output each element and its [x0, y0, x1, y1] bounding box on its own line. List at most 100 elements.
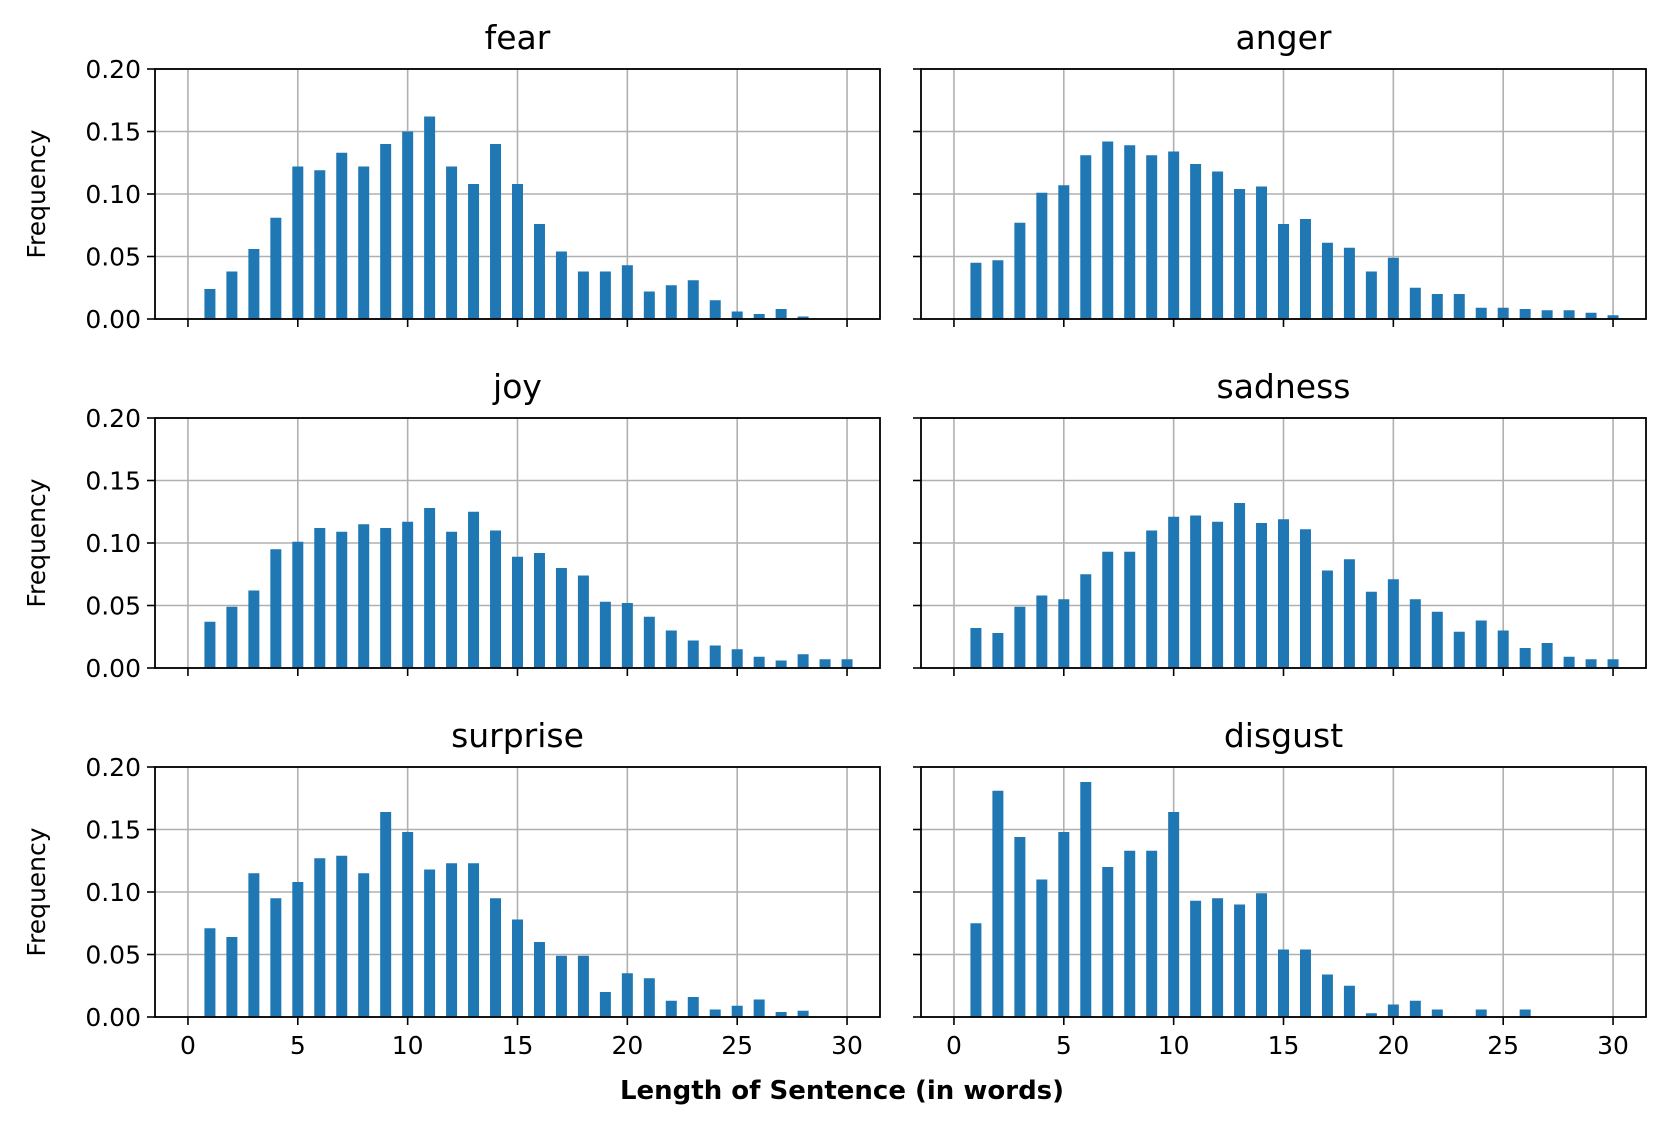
bar-anger-22 [1431, 294, 1443, 319]
bar-fear-11 [424, 116, 436, 319]
y-tick-label: 0.00 [85, 654, 141, 683]
bar-surprise-22 [665, 1000, 677, 1017]
bar-anger-23 [1453, 294, 1465, 319]
bar-anger-7 [1102, 141, 1114, 319]
bar-surprise-8 [358, 873, 370, 1017]
y-tick-label: 0.05 [85, 941, 141, 970]
bar-fear-14 [490, 144, 502, 319]
bar-joy-4 [270, 549, 282, 668]
bar-fear-16 [533, 224, 545, 319]
bar-anger-5 [1058, 185, 1070, 319]
bar-surprise-20 [621, 973, 633, 1017]
y-axis-label: Frequency [22, 129, 51, 258]
panels: 0.00 0.05 0.10 0.15 0.20 Frequency fear anger 0.… [22, 18, 1647, 1060]
bar-sadness-23 [1453, 631, 1465, 668]
bar-surprise-28 [797, 1010, 809, 1017]
bar-surprise-4 [270, 898, 282, 1017]
bar-disgust-12 [1212, 898, 1224, 1017]
bar-surprise-3 [248, 873, 260, 1017]
bar-disgust-1 [970, 923, 982, 1017]
bar-fear-13 [468, 184, 480, 319]
bar-fear-19 [599, 271, 611, 319]
bar-disgust-20 [1387, 1004, 1399, 1017]
bar-fear-10 [402, 131, 414, 319]
bar-joy-17 [555, 568, 567, 668]
bar-sadness-19 [1365, 591, 1377, 668]
bar-disgust-18 [1343, 985, 1355, 1017]
bar-anger-4 [1036, 192, 1048, 319]
bar-sadness-12 [1212, 521, 1224, 668]
bar-disgust-14 [1256, 893, 1268, 1017]
bar-joy-18 [577, 575, 589, 668]
bar-joy-13 [468, 511, 480, 668]
y-tick-label: 0.15 [85, 816, 141, 845]
bar-sadness-16 [1299, 529, 1311, 668]
bar-disgust-9 [1146, 850, 1158, 1017]
bar-disgust-2 [992, 790, 1004, 1017]
bar-sadness-3 [1014, 606, 1026, 668]
bar-sadness-6 [1080, 574, 1092, 668]
bar-fear-26 [753, 314, 765, 319]
bar-joy-26 [753, 656, 765, 668]
bar-joy-6 [314, 528, 326, 668]
bar-surprise-17 [555, 955, 567, 1017]
bar-disgust-26 [1519, 1009, 1531, 1017]
bar-fear-5 [292, 166, 304, 319]
bar-surprise-11 [424, 869, 436, 1017]
bar-disgust-10 [1168, 812, 1180, 1017]
bar-anger-20 [1387, 257, 1399, 319]
bar-anger-28 [1563, 310, 1575, 319]
bar-disgust-8 [1124, 850, 1136, 1017]
bar-fear-17 [555, 251, 567, 319]
x-tick-label: 0 [946, 1031, 962, 1060]
bar-joy-30 [841, 659, 853, 668]
bar-anger-15 [1278, 224, 1289, 319]
bar-surprise-15 [512, 919, 523, 1017]
panel-sadness: sadness [913, 367, 1647, 676]
bar-sadness-9 [1146, 530, 1158, 668]
bar-joy-22 [665, 630, 677, 668]
bar-surprise-18 [577, 955, 589, 1017]
bar-surprise-9 [380, 812, 392, 1017]
bar-anger-24 [1475, 307, 1487, 319]
bar-anger-3 [1014, 222, 1026, 319]
bar-disgust-24 [1475, 1009, 1487, 1017]
bar-fear-12 [446, 166, 458, 319]
bar-sadness-8 [1124, 551, 1136, 668]
bar-surprise-26 [753, 999, 765, 1017]
bar-anger-18 [1343, 247, 1355, 319]
bar-anger-9 [1146, 155, 1158, 319]
bar-sadness-5 [1058, 599, 1070, 668]
y-tick-label: 0.15 [85, 467, 141, 496]
bar-disgust-21 [1409, 1000, 1421, 1017]
bar-disgust-19 [1365, 1013, 1377, 1017]
bar-sadness-20 [1387, 579, 1399, 668]
bar-fear-6 [314, 170, 326, 319]
bar-anger-17 [1321, 242, 1333, 319]
bar-joy-8 [358, 524, 370, 668]
bar-surprise-1 [204, 928, 216, 1017]
bar-surprise-12 [446, 863, 458, 1017]
bar-joy-7 [336, 531, 348, 668]
y-tick-label: 0.10 [85, 529, 141, 558]
y-axis-label: Frequency [22, 827, 51, 956]
bar-disgust-11 [1190, 900, 1202, 1017]
panel-title: fear [485, 18, 551, 57]
bar-anger-1 [970, 262, 982, 319]
bar-anger-8 [1124, 145, 1136, 319]
bar-anger-25 [1497, 307, 1509, 319]
bar-surprise-19 [599, 992, 611, 1017]
bar-fear-20 [621, 265, 633, 319]
bar-surprise-25 [731, 1005, 743, 1017]
x-tick-label: 5 [290, 1031, 306, 1060]
bar-disgust-16 [1299, 949, 1311, 1017]
bar-sadness-10 [1168, 516, 1180, 668]
bar-fear-22 [665, 285, 677, 319]
y-tick-label: 0.15 [85, 118, 141, 147]
bar-disgust-15 [1278, 949, 1289, 1017]
bar-fear-2 [226, 271, 238, 319]
panel-disgust: 0 5 10 15 20 25 30 disgust [913, 716, 1647, 1060]
x-tick-label: 25 [721, 1031, 753, 1060]
x-tick-label: 20 [1377, 1031, 1409, 1060]
bar-surprise-6 [314, 858, 326, 1017]
